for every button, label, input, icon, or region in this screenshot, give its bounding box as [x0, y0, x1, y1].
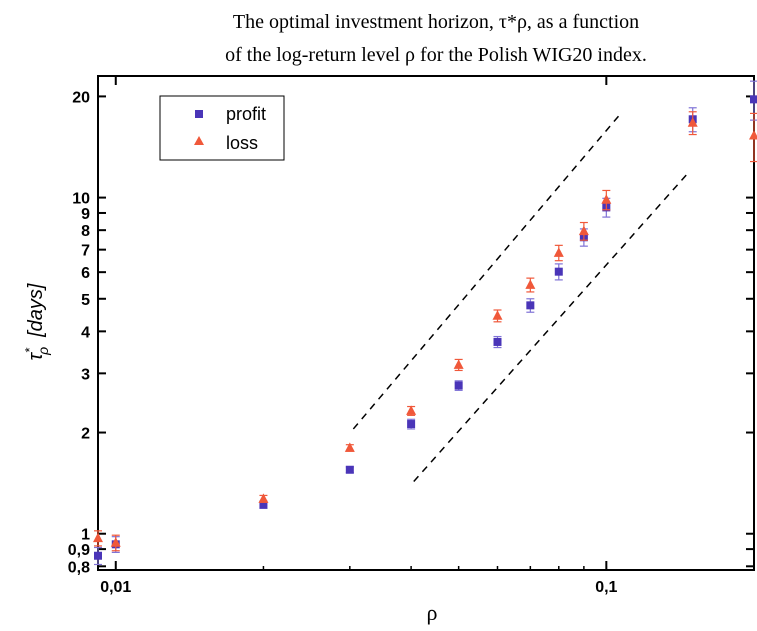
x-tick-label: 0,1: [595, 579, 617, 596]
loss-point: [525, 279, 536, 289]
profit-point: [345, 465, 354, 474]
y-tick-label: 3: [81, 366, 90, 383]
y-tick-label: 0,8: [68, 559, 90, 576]
loss-point: [110, 537, 121, 547]
y-tick-label: 7: [81, 243, 90, 260]
y-tick-label: 0,9: [68, 542, 90, 559]
loss-point: [749, 130, 757, 140]
profit-point: [407, 420, 416, 429]
loss-point: [492, 310, 503, 320]
x-axis-ticks: 0,01 0,1: [100, 76, 755, 596]
y-axis-label-tau: τ: [25, 351, 47, 360]
legend: profit loss: [159, 95, 285, 161]
loss-point: [93, 532, 103, 543]
loss-point: [687, 117, 698, 127]
data-marks: [93, 80, 757, 566]
plot-frame: [97, 75, 755, 571]
x-axis-label: ρ: [427, 600, 438, 625]
legend-box: [159, 95, 285, 161]
y-tick-label: 5: [81, 292, 90, 309]
y-axis-label-unit: [days]: [25, 283, 47, 338]
loss-point: [578, 225, 589, 236]
legend-label-loss: loss: [226, 133, 258, 153]
x-tick-label: 0,01: [100, 579, 131, 596]
legend-loss-triangle-marker: [194, 136, 204, 145]
profit-point: [554, 267, 563, 276]
loss-point: [258, 493, 269, 503]
chart-title-line-2: of the log-return level ρ for the Polish…: [225, 44, 647, 66]
loss-point: [553, 247, 564, 257]
profit-point: [526, 301, 535, 310]
svg-text:τ*ρ[days]: τ*ρ [days]: [22, 283, 51, 360]
chart-title-line-1: The optimal investment horizon, τ*ρ, as …: [233, 11, 639, 33]
y-tick-label: 10: [72, 191, 90, 208]
y-tick-label: 6: [81, 265, 90, 282]
y-tick-label: 1: [81, 527, 90, 544]
loss-point: [453, 359, 464, 369]
reference-lines: [352, 115, 691, 483]
y-axis-label-subscript: ρ: [35, 347, 51, 356]
loss-point: [601, 194, 612, 204]
legend-label-profit: profit: [226, 104, 266, 124]
profit-point: [493, 337, 502, 346]
y-tick-label: 2: [81, 426, 90, 443]
y-axis-label: τ*ρ [days]: [22, 283, 51, 360]
y-tick-label: 8: [81, 223, 90, 240]
loss-point: [406, 405, 417, 415]
profit-point: [454, 381, 463, 390]
profit-point: [94, 551, 102, 560]
y-tick-label: 4: [81, 324, 90, 341]
y-tick-label: 20: [72, 89, 90, 106]
profit-point: [750, 95, 757, 104]
loss-point: [344, 442, 355, 452]
profit-point: [259, 500, 268, 509]
dashed-reference-line: [413, 170, 691, 483]
y-tick-label: 9: [81, 206, 90, 223]
y-axis-label-superscript: *: [22, 347, 37, 353]
legend-profit-square-marker: [195, 110, 203, 118]
dashed-reference-line: [352, 115, 620, 430]
